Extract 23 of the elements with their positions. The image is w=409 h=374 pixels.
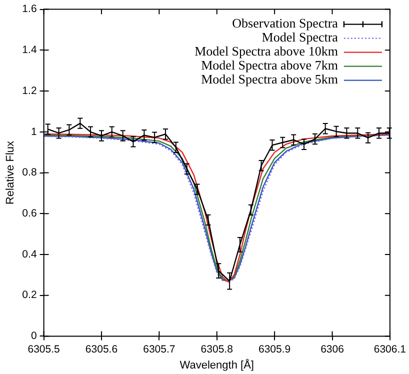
x-tick-label: 6306.1 <box>374 343 406 356</box>
y-tick-label: 1.6 <box>22 3 37 16</box>
y-tick-label: 1.4 <box>22 44 37 56</box>
x-axis-title: Wavelength [Å] <box>180 358 254 372</box>
y-tick-label: 0.2 <box>22 289 37 302</box>
legend-label: Model Spectra above 10km <box>194 44 338 59</box>
y-tick-label: 0 <box>30 330 37 342</box>
y-tick-label: 1 <box>30 126 37 138</box>
y-tick-label: 1.2 <box>22 84 37 97</box>
y-axis-title: Relative Flux <box>4 140 17 205</box>
x-tick-label: 6305.9 <box>258 343 291 356</box>
legend-label: Model Spectra above 7km <box>201 58 338 73</box>
y-tick-label: 0.6 <box>22 208 37 220</box>
x-tick-label: 6305.6 <box>85 343 118 356</box>
x-tick-label: 6305.5 <box>28 343 60 356</box>
legend-label: Model Spectra above 5km <box>201 72 338 87</box>
x-tick-label: 6305.8 <box>200 343 234 356</box>
y-tick-label: 0.4 <box>22 248 37 260</box>
legend-label: Observation Spectra <box>232 16 338 31</box>
legend-label: Model Spectra <box>262 30 338 45</box>
x-tick-label: 6305.7 <box>143 343 176 356</box>
y-tick-label: 0.8 <box>22 166 37 179</box>
x-tick-label: 6306 <box>320 343 344 356</box>
